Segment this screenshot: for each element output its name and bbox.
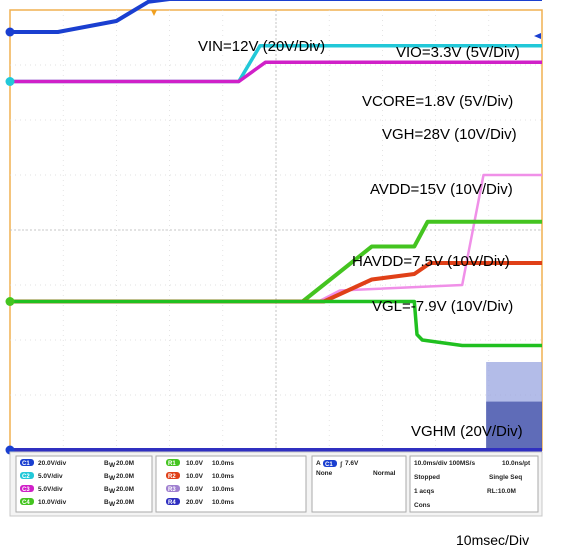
waveform-traces xyxy=(5,0,542,461)
ref-time: 10.0ms xyxy=(212,499,234,506)
ref-tag: R1 xyxy=(168,461,176,467)
ground-marker xyxy=(5,27,15,37)
channel-bandwidth: 20.0M xyxy=(116,460,134,467)
trace-vcore xyxy=(10,60,542,84)
trigger-src: C1 xyxy=(325,462,333,468)
acq-resolution: 10.0ns/pt xyxy=(502,460,531,467)
ref-tag: R4 xyxy=(168,500,176,506)
channel-chip xyxy=(20,485,34,492)
ref-volt: 10.0V xyxy=(186,486,204,493)
trigger-coupling: None xyxy=(316,470,333,477)
label-vghm: VGHM (20V/Div) xyxy=(411,423,523,440)
channel-scale: 20.0V/div xyxy=(38,460,67,467)
plot-grid xyxy=(10,10,542,450)
channel-chip xyxy=(20,472,34,479)
trace-vin xyxy=(10,0,542,34)
channel-scale: 10.0V/div xyxy=(38,499,67,506)
label-vcore: VCORE=1.8V (5V/Div) xyxy=(362,93,513,110)
vghm-burst-core xyxy=(486,401,542,455)
ref-chip xyxy=(166,472,180,479)
ref-volt: 20.0V xyxy=(186,499,204,506)
bandwidth-prefix: B xyxy=(104,486,109,493)
trace-vgl xyxy=(10,299,542,348)
label-vin: VIN=12V (20V/Div) xyxy=(198,38,325,55)
bandwidth-prefix: B xyxy=(104,499,109,506)
ref-time: 10.0ms xyxy=(212,486,234,493)
label-vgh: VGH=28V (10V/Div) xyxy=(382,126,517,143)
trigger-level-arrow xyxy=(534,33,541,39)
ref-time: 10.0ms xyxy=(212,460,234,467)
acq-timebase: 10.0ms/div 100MS/s xyxy=(414,460,475,467)
channel-scale: 5.0V/div xyxy=(38,486,63,493)
acq-record-length: RL:10.0M xyxy=(487,488,516,495)
ground-marker xyxy=(5,297,15,306)
channel-chip xyxy=(20,498,34,505)
label-havdd: HAVDD=7.5V (10V/Div) xyxy=(352,253,510,270)
trigger-mode: Normal xyxy=(373,470,396,477)
acq-state: Stopped xyxy=(414,474,440,481)
bandwidth-prefix: B xyxy=(104,460,109,467)
trigger-position-marker xyxy=(151,10,157,16)
channel-bandwidth: 20.0M xyxy=(116,486,134,493)
trace-line xyxy=(10,60,542,84)
acq-count: 1 acqs xyxy=(414,488,435,495)
bandwidth-sub: W xyxy=(109,462,116,469)
channel-bandwidth: 20.0M xyxy=(116,499,134,506)
label-avdd: AVDD=15V (10V/Div) xyxy=(370,181,513,198)
channel-tag: C3 xyxy=(22,487,30,493)
ref-chip xyxy=(166,485,180,492)
ref-chip xyxy=(166,459,180,466)
trace-line xyxy=(10,0,542,34)
ref-chip xyxy=(166,498,180,505)
acq-mode: Single Seq xyxy=(489,474,522,481)
channel-tag: C1 xyxy=(22,461,30,467)
trigger-slope-icon: ʃ xyxy=(339,461,343,468)
bandwidth-prefix: B xyxy=(104,473,109,480)
acq-cons: Cons xyxy=(414,502,431,509)
trigger-channel: A xyxy=(316,460,321,467)
ref-tag: R3 xyxy=(168,487,176,493)
label-vio: VIO=3.3V (5V/Div) xyxy=(396,44,520,61)
channel-tag: C2 xyxy=(22,474,30,480)
ref-tag: R2 xyxy=(168,474,176,480)
trace-line xyxy=(10,299,542,348)
ref-time: 10.0ms xyxy=(212,473,234,480)
label-vgl: VGL=-7.9V (10V/Div) xyxy=(372,298,513,315)
time-scale-label: 10msec/Div xyxy=(456,532,529,548)
bandwidth-sub: W xyxy=(109,475,116,482)
ground-markers xyxy=(5,27,15,455)
ref-volt: 10.0V xyxy=(186,460,204,467)
bandwidth-sub: W xyxy=(109,501,116,508)
ref-volt: 10.0V xyxy=(186,473,204,480)
trigger-level: 7.6V xyxy=(345,460,359,467)
channel-bandwidth: 20.0M xyxy=(116,473,134,480)
channel-scale: 5.0V/div xyxy=(38,473,63,480)
trace-vghm xyxy=(10,362,542,461)
trigger-src-chip xyxy=(323,460,337,467)
channel-tag: C4 xyxy=(22,500,30,506)
bandwidth-sub: W xyxy=(109,488,116,495)
channel-chip xyxy=(20,459,34,466)
ground-marker xyxy=(5,77,15,86)
